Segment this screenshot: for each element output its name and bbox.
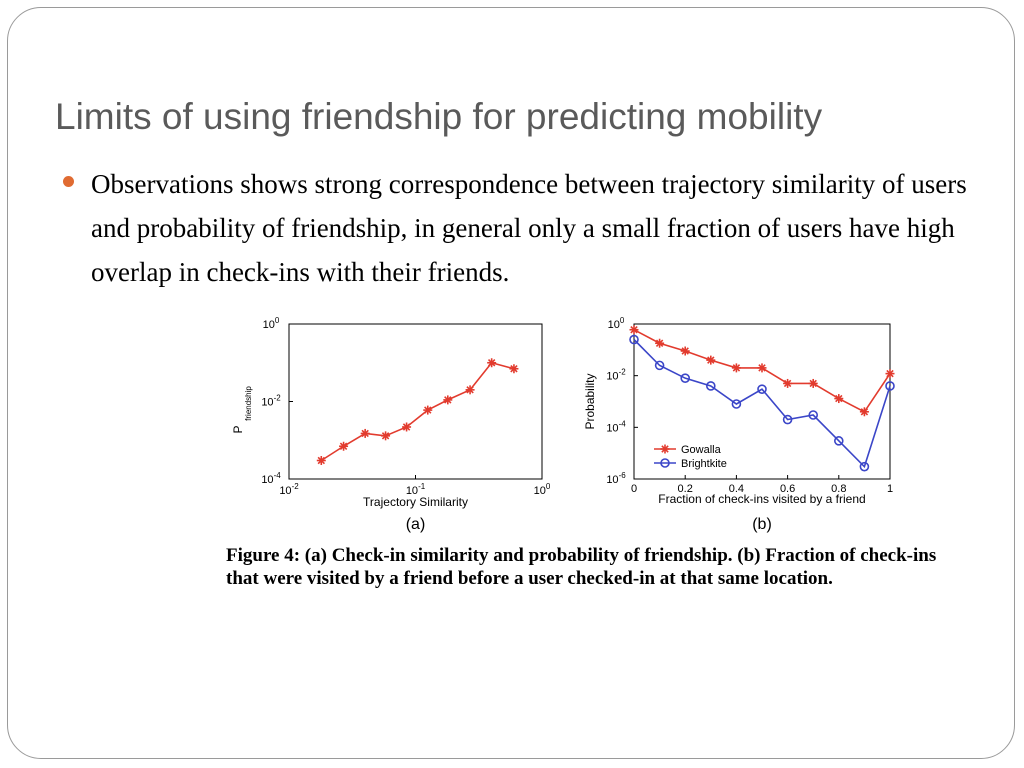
panel-a-y-axis-label: P	[231, 425, 245, 433]
panel-b-y-tick-label: 10-4	[606, 419, 626, 434]
figure: 10-2 10-1 100 10-4 10-2 100 Trajectory Similar…	[222, 312, 942, 618]
legend-label-gowalla: Gowalla	[681, 444, 722, 456]
panel-b-y-tick-label-base: 10	[606, 422, 618, 434]
panel-a-x-tick-label-exp: 0	[546, 482, 551, 491]
panel-b-x-axis-label: Fraction of check-ins visited by a frien…	[658, 492, 865, 506]
panel-a-x-tick-label: 100	[534, 482, 551, 497]
panel-a-y-axis-sublabel: friendship	[244, 386, 253, 421]
panel-b-data-point	[834, 394, 844, 404]
panel-b-y-tick-label: 10-2	[606, 368, 626, 383]
panel-a-x-tick-label-exp: -2	[292, 482, 300, 491]
panel-b-y-tick-label-base: 10	[606, 371, 618, 383]
panel-b-y-tick-label: 100	[608, 316, 625, 331]
panel-a-y-tick-label-exp: 0	[275, 316, 280, 325]
panel-a-y-tick-label-base: 10	[261, 474, 273, 486]
legend-marker-gowalla	[660, 444, 670, 454]
panel-b-y-tick-label-exp: -2	[619, 368, 627, 377]
panel-b-data-point	[655, 338, 665, 348]
slide-title: Limits of using friendship for predictin…	[55, 96, 823, 137]
panel-b-data-point	[680, 346, 690, 356]
panel-b-x-tick-label: 0.2	[678, 483, 693, 495]
panel-a-data-point	[316, 456, 326, 466]
panel-b-data-point	[782, 414, 793, 425]
panel-b-data-point	[731, 399, 742, 409]
panel-a-x-tick-label-exp: -1	[418, 482, 426, 491]
panel-a-data-point	[402, 422, 412, 432]
panel-b-data-point	[885, 369, 895, 379]
panel-a-data-point	[443, 395, 453, 405]
panel-a-series-line	[320, 361, 515, 462]
figure-caption: Figure 4: (a) Check-in similarity and pr…	[226, 545, 937, 589]
panel-b-data-point	[705, 381, 716, 391]
panel-b-y-tick-label: 10-6	[606, 471, 626, 486]
panel-b-y-tick-label-base: 10	[608, 319, 620, 331]
panel-a-x-tick-label-base: 10	[279, 485, 291, 497]
panel-b-x-tick-label: 0.6	[780, 483, 795, 495]
panel-b-data-point	[859, 407, 869, 417]
panel-a-y-tick-label: 10-4	[261, 471, 281, 486]
panel-a-y-tick-label-exp: -2	[274, 394, 282, 403]
panel-a-x-tick-label: 10-1	[406, 482, 426, 497]
panel-a-y-tick-label: 100	[263, 316, 280, 331]
legend-marker-brightkite	[660, 458, 670, 468]
panel-b-label: (b)	[752, 516, 772, 533]
panel-a-x-tick-label-base: 10	[534, 485, 546, 497]
panel-b-y-tick-label-base: 10	[606, 474, 618, 486]
bullet-text: Observations shows strong correspondence…	[91, 169, 967, 287]
panel-a-y-tick-label-base: 10	[263, 319, 275, 331]
panel-b-data-point	[757, 363, 767, 373]
panel-b-data-point	[859, 461, 870, 472]
panel-b-x-tick-label: 0.8	[831, 483, 846, 495]
panel-b-data-point	[629, 325, 639, 335]
panel-b-x-tick-label: 0	[631, 483, 637, 495]
panel-a-x-axis-label: Trajectory Similarity	[363, 495, 468, 509]
legend-label-brightkite: Brightkite	[681, 458, 727, 470]
panel-b-series-line-brightkite	[633, 338, 891, 469]
panel-a-frame	[288, 323, 543, 480]
panel-b-data-point	[629, 334, 639, 345]
panel-b-y-tick-label-exp: -4	[619, 419, 627, 428]
panel-a-data-point	[465, 385, 475, 395]
panel-a-data-point	[339, 441, 349, 451]
panel-b-data-point	[885, 381, 895, 391]
panel-b-x-tick-label: 0.4	[729, 483, 744, 495]
panel-b-x-tick-label: 1	[887, 483, 893, 495]
panel-b-data-point	[731, 363, 741, 373]
panel-a-data-point	[487, 358, 497, 368]
panel-b-frame	[633, 323, 891, 480]
panel-a-x-tick-label: 10-2	[279, 482, 299, 497]
panel-b-y-tick-label-exp: -6	[619, 471, 627, 480]
panel-b-data-point	[783, 378, 793, 388]
panel-b-data-point	[808, 378, 818, 388]
panel-b-data-point	[706, 355, 716, 365]
panel-b-y-tick-label-exp: 0	[620, 316, 625, 325]
panel-b-data-point	[680, 373, 691, 383]
bullet-marker	[63, 176, 74, 187]
panel-a-y-tick-label-exp: -4	[274, 471, 282, 480]
panel-b-data-point	[808, 410, 819, 420]
panel-b-y-axis-label: Probability	[583, 373, 597, 429]
panel-b-data-point	[654, 360, 665, 371]
panel-a-y-tick-label-base: 10	[261, 397, 273, 409]
panel-a-y-tick-label: 10-2	[261, 394, 281, 409]
panel-a-data-point	[360, 428, 370, 438]
panel-a-data-point	[423, 405, 433, 415]
panel-a-x-tick-label-base: 10	[406, 485, 418, 497]
panel-a-label: (a)	[406, 516, 426, 533]
panel-b-data-point	[757, 384, 767, 394]
panel-a-data-point	[381, 431, 391, 441]
panel-b-data-point	[833, 436, 844, 446]
panel-a-data-point	[509, 364, 519, 374]
